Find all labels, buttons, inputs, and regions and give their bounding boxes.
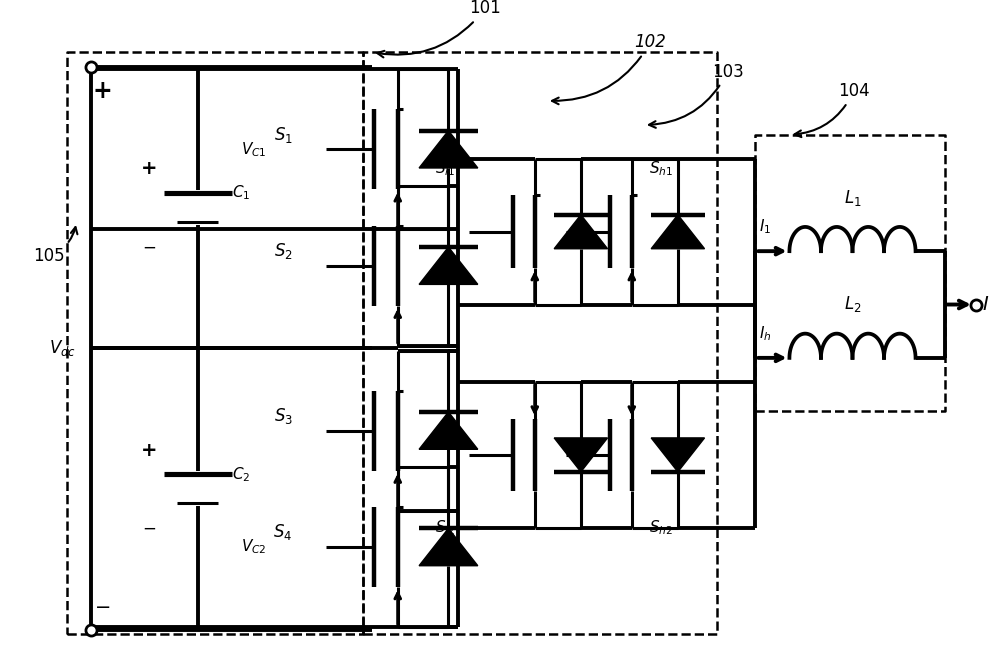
Text: $L_{1}$: $L_{1}$ (844, 188, 861, 207)
Text: $-$: $-$ (142, 518, 156, 537)
Polygon shape (419, 412, 478, 450)
Text: $V_{C2}$: $V_{C2}$ (241, 538, 267, 557)
Text: $L_{2}$: $L_{2}$ (844, 294, 861, 314)
Polygon shape (651, 438, 705, 472)
Text: $S_{3}$: $S_{3}$ (274, 406, 293, 426)
Text: 105: 105 (33, 227, 77, 265)
Text: $C_{2}$: $C_{2}$ (232, 465, 250, 484)
Text: $V_{C1}$: $V_{C1}$ (241, 140, 267, 159)
Polygon shape (419, 247, 478, 284)
Polygon shape (419, 130, 478, 168)
Text: +: + (141, 159, 157, 178)
Text: $S_{1}$: $S_{1}$ (274, 124, 293, 145)
Text: +: + (141, 440, 157, 460)
Text: $V_{dc}$: $V_{dc}$ (49, 338, 76, 358)
Text: $I_{h}$: $I_{h}$ (759, 324, 771, 343)
Text: $-$: $-$ (94, 596, 111, 615)
Text: 102: 102 (552, 33, 666, 104)
Text: +: + (93, 79, 112, 103)
Text: $S_{l1}$: $S_{l1}$ (435, 160, 455, 178)
Text: 101: 101 (377, 0, 501, 58)
Text: $I$: $I$ (982, 295, 989, 314)
Text: $I_{1}$: $I_{1}$ (759, 218, 771, 236)
Text: $S_{h1}$: $S_{h1}$ (649, 160, 673, 178)
Polygon shape (419, 529, 478, 566)
Text: 103: 103 (649, 62, 744, 128)
Text: $S_{4}$: $S_{4}$ (273, 522, 293, 543)
Text: $S_{l2}$: $S_{l2}$ (435, 518, 455, 537)
Polygon shape (554, 215, 608, 249)
Text: 104: 104 (795, 82, 870, 137)
Text: $S_{2}$: $S_{2}$ (274, 241, 292, 261)
Text: $C_{1}$: $C_{1}$ (232, 183, 250, 202)
Text: $S_{h2}$: $S_{h2}$ (649, 518, 673, 537)
Text: $-$: $-$ (142, 237, 156, 256)
Polygon shape (651, 215, 705, 249)
Polygon shape (554, 438, 608, 472)
